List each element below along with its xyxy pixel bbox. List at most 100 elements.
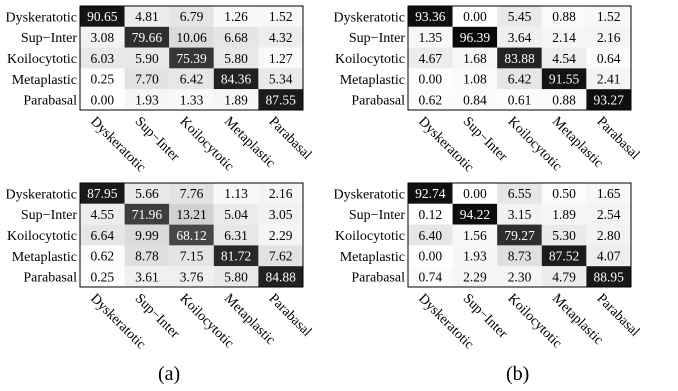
matrix-cell-value: 2.29: [463, 269, 487, 284]
matrix-cell: [408, 68, 453, 90]
row-label: Sup−Inter: [349, 31, 405, 46]
matrix-cell-value: 0.50: [552, 186, 576, 201]
matrix-cell: [124, 68, 170, 90]
matrix-cell-value: 79.27: [504, 228, 535, 243]
row-label: Parabasal: [351, 271, 405, 286]
matrix-cell: [169, 26, 214, 48]
matrix-cell: [258, 224, 303, 246]
matrix-cell: [541, 203, 587, 225]
confusion-matrix-bottom-left: 87.95 5.66 7.76 1.13 2.16 4.55 71.96 13.21 5.04 3…: [5, 182, 314, 352]
matrix-cell-value: 87.55: [266, 92, 297, 107]
row-label: Metaplastic: [12, 73, 77, 88]
matrix-cell-value: 68.12: [176, 228, 206, 243]
matrix-cell: [497, 89, 542, 110]
row-label: Koilocytotic: [335, 52, 405, 67]
matrix-cell-value: 7.15: [180, 249, 204, 264]
matrix-cell: [124, 26, 170, 48]
matrix-cell: [124, 245, 170, 267]
matrix-cell-value: 5.34: [269, 72, 293, 87]
matrix-border: [79, 5, 304, 111]
matrix-cell-value: 4.32: [269, 30, 293, 45]
matrix-cell-value: 1.56: [463, 228, 487, 243]
matrix-cell-value: 84.36: [221, 72, 252, 87]
matrix-cell: [213, 245, 259, 267]
matrix-cell-value: 1.26: [224, 9, 248, 24]
matrix-cell: [541, 183, 587, 204]
matrix-cell: [169, 203, 214, 225]
matrix-cell-value: 5.30: [552, 228, 576, 243]
matrix-cell: [124, 203, 170, 225]
matrix-cell-value: 4.79: [552, 269, 576, 284]
matrix-cell: [124, 47, 170, 69]
matrix-cell: [586, 89, 631, 110]
matrix-cell: [497, 26, 542, 48]
matrix-cell: [169, 89, 214, 110]
matrix-cell: [541, 266, 587, 287]
matrix-cell: [213, 183, 259, 204]
matrix-cell-value: 4.54: [552, 51, 576, 66]
matrix-cell-value: 5.80: [224, 51, 248, 66]
matrix-cell: [169, 245, 214, 267]
matrix-cell: [497, 224, 542, 246]
row-label: Sup−Inter: [21, 31, 77, 46]
matrix-cell-value: 0.64: [597, 51, 621, 66]
matrix-cell-value: 1.33: [180, 92, 204, 107]
matrix-cell-value: 83.88: [504, 51, 535, 66]
matrix-cell: [408, 89, 453, 110]
matrix-cell-value: 2.16: [269, 186, 293, 201]
row-label: Dyskeratotic: [333, 10, 405, 25]
matrix-cell: [213, 26, 259, 48]
matrix-cell-value: 6.03: [90, 51, 114, 66]
matrix-cell-value: 1.89: [552, 207, 576, 222]
matrix-cell-value: 1.52: [269, 9, 293, 24]
matrix-cell: [213, 203, 259, 225]
matrix-cell: [213, 224, 259, 246]
matrix-cell: [169, 266, 214, 287]
matrix-cell: [452, 26, 498, 48]
matrix-cell-value: 7.62: [269, 249, 293, 264]
row-label: Sup−Inter: [21, 208, 77, 223]
matrix-border: [407, 5, 632, 111]
matrix-cell-value: 87.52: [549, 249, 579, 264]
matrix-cell-value: 88.95: [594, 269, 625, 284]
matrix-cell: [258, 6, 303, 27]
matrix-cell-value: 96.39: [460, 30, 491, 45]
matrix-cell-value: 8.73: [508, 249, 532, 264]
confusion-matrix-top-left: 90.65 4.81 6.79 1.26 1.52 3.08 79.66 10.06 6.68 4…: [5, 5, 314, 175]
matrix-cell-value: 0.25: [90, 269, 114, 284]
matrix-cell-value: 2.14: [552, 30, 576, 45]
matrix-cell: [586, 203, 631, 225]
matrix-cell: [169, 68, 214, 90]
matrix-cell: [258, 89, 303, 110]
matrix-cell-value: 6.40: [418, 228, 442, 243]
matrix-cell-value: 6.42: [180, 72, 204, 87]
matrix-cell-value: 3.61: [135, 269, 159, 284]
matrix-cell-value: 75.39: [176, 51, 207, 66]
matrix-cell: [213, 68, 259, 90]
matrix-cell-value: 3.76: [180, 269, 204, 284]
matrix-cell-value: 81.72: [221, 249, 251, 264]
matrix-cell: [541, 26, 587, 48]
matrix-cell-value: 3.15: [508, 207, 532, 222]
matrix-cell: [541, 68, 587, 90]
matrix-cell-value: 2.29: [269, 228, 293, 243]
matrix-cell-value: 0.88: [552, 9, 576, 24]
matrix-cell: [541, 89, 587, 110]
matrix-cell: [541, 47, 587, 69]
matrix-cell: [258, 183, 303, 204]
matrix-cell: [80, 266, 125, 287]
matrix-cell: [452, 6, 498, 27]
matrix-cell: [452, 47, 498, 69]
matrix-cell: [213, 89, 259, 110]
matrix-cell-value: 93.36: [415, 9, 446, 24]
matrix-cell-value: 5.66: [135, 186, 159, 201]
matrix-cell: [124, 6, 170, 27]
matrix-cell-value: 6.68: [224, 30, 248, 45]
row-label: Koilocytotic: [7, 229, 77, 244]
row-label: Metaplastic: [340, 73, 405, 88]
row-label: Metaplastic: [340, 250, 405, 265]
matrix-cell: [80, 26, 125, 48]
matrix-cell-value: 0.25: [90, 72, 114, 87]
matrix-cell: [452, 224, 498, 246]
matrix-cell: [80, 203, 125, 225]
